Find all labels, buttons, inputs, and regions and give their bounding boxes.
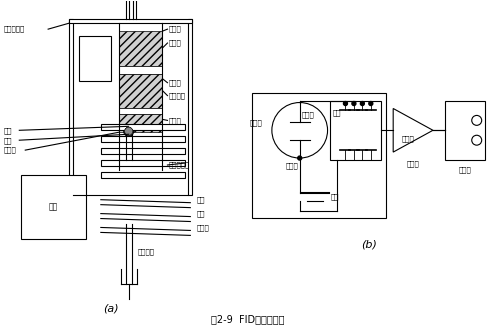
Bar — [101, 160, 185, 166]
Circle shape — [125, 127, 133, 135]
Circle shape — [343, 102, 347, 106]
Text: 检测器简体: 检测器简体 — [3, 26, 25, 33]
Text: 离子室: 离子室 — [250, 119, 263, 126]
Circle shape — [125, 127, 133, 135]
Bar — [21, 175, 86, 240]
Circle shape — [360, 102, 364, 106]
Bar — [119, 109, 163, 114]
Bar — [69, 19, 73, 195]
Bar — [101, 148, 185, 154]
Bar — [69, 19, 192, 23]
Text: 空气: 空气 — [196, 196, 205, 203]
Text: 及点火器: 及点火器 — [168, 92, 185, 99]
Text: 喷嘴: 喷嘴 — [3, 137, 12, 143]
Bar — [119, 31, 163, 66]
Text: 发射极: 发射极 — [286, 163, 299, 169]
Text: 空气扩散器: 空气扩散器 — [168, 162, 190, 168]
Text: 底座: 底座 — [49, 202, 58, 211]
Text: 图2-9  FID结构示意图: 图2-9 FID结构示意图 — [211, 314, 285, 324]
Text: 极化极: 极化极 — [168, 79, 181, 86]
Bar — [119, 114, 163, 132]
Text: 收集极: 收集极 — [168, 40, 181, 46]
Text: 绝缘子: 绝缘子 — [168, 117, 181, 124]
Text: 记录器: 记录器 — [458, 167, 471, 173]
Bar — [101, 136, 185, 142]
Text: 氢气: 氢气 — [196, 210, 205, 217]
Bar — [252, 92, 386, 217]
Bar — [330, 101, 381, 160]
Bar — [119, 66, 163, 74]
Text: 收集极: 收集极 — [302, 111, 315, 118]
Text: 绝缘子: 绝缘子 — [168, 26, 181, 33]
Circle shape — [352, 102, 356, 106]
Bar — [445, 101, 485, 160]
Text: 放大器: 放大器 — [401, 135, 414, 141]
Text: (a): (a) — [103, 304, 119, 314]
Circle shape — [369, 102, 373, 106]
Circle shape — [298, 156, 302, 160]
Text: 高阻: 高阻 — [332, 109, 341, 116]
Circle shape — [125, 127, 133, 135]
Circle shape — [125, 127, 133, 135]
Bar — [101, 172, 185, 178]
Text: 毛细管柱: 毛细管柱 — [138, 248, 155, 255]
Bar — [79, 36, 111, 81]
Text: 尾吹气: 尾吹气 — [196, 224, 209, 231]
Circle shape — [125, 127, 133, 135]
Text: 火焰: 火焰 — [3, 127, 12, 134]
Bar — [119, 74, 163, 109]
Polygon shape — [393, 109, 433, 152]
Text: 放大器: 放大器 — [407, 161, 419, 167]
Text: 绝缘子: 绝缘子 — [3, 147, 16, 153]
Text: (b): (b) — [361, 239, 377, 249]
Bar — [101, 124, 185, 130]
Circle shape — [125, 127, 133, 135]
Bar — [188, 19, 192, 195]
Text: 电源: 电源 — [331, 193, 339, 200]
